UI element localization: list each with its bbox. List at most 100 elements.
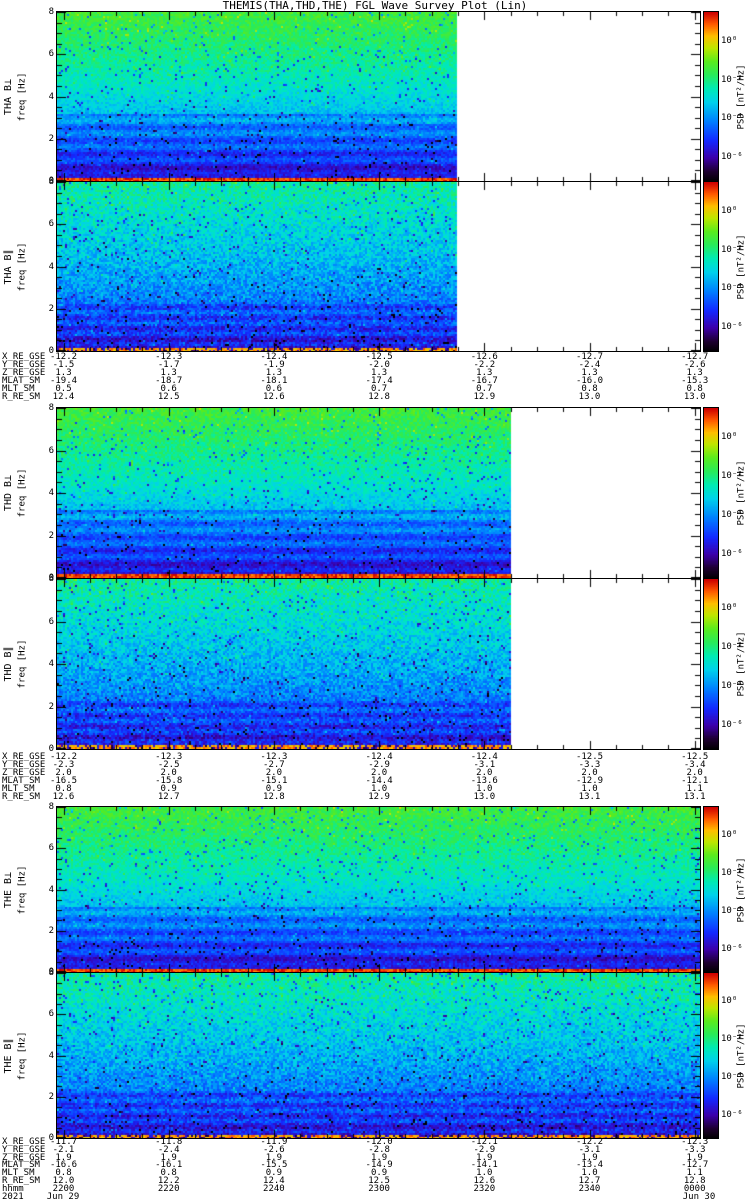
ephemeris-value: 0.8	[55, 784, 72, 794]
ephemeris-value: 0.9	[160, 784, 177, 794]
ephemeris-row: Y_RE_GSE -2.1 -2.4 -2.6 -2.8 -2.9 -3.1 -3.3	[0, 1144, 750, 1155]
panel-label-thd-bpar: THD B∥	[3, 646, 14, 682]
ephemeris-value: -3.1	[578, 1144, 601, 1155]
ephemeris-value: -2.7	[263, 760, 285, 770]
colorbar-tha-bperp	[703, 11, 719, 182]
ephemeris-value: -15.3	[681, 376, 709, 386]
ephemeris-value: 0.5	[55, 384, 72, 394]
ephemeris-value: 2.0	[160, 768, 177, 778]
ephemeris-value: -12.2	[49, 752, 78, 762]
ephemeris-value: 0.8	[686, 384, 703, 394]
ephemeris-value: -2.6	[683, 360, 706, 370]
spectrogram-thd-bpar	[56, 578, 701, 750]
freq-tick-label: 8	[48, 177, 54, 187]
ephemeris-value: -2.3	[52, 760, 75, 770]
ephemeris-value: 1.3	[55, 368, 72, 378]
ephemeris-value: 12.2	[157, 1176, 180, 1186]
ephemeris-value: -12.1	[681, 776, 709, 786]
ephemeris-value: 12.6	[263, 392, 285, 402]
ephemeris-row-label: X_RE_GSE	[2, 352, 46, 362]
colorbar-thd-bperp	[703, 407, 719, 579]
ephemeris-value: 0.8	[581, 384, 598, 394]
time-tick-label: 2240	[263, 1183, 285, 1194]
end-date-label: Jun 30	[682, 1191, 716, 1200]
freq-axis-label: freq [Hz]	[17, 865, 28, 914]
year-label: 2021	[2, 1191, 24, 1200]
ephemeris-value: -12.4	[365, 752, 393, 762]
ephemeris-row: MLT_SM 0.5 0.6 0.6 0.7 0.7 0.8 0.8	[0, 384, 750, 394]
ephemeris-value: -12.0	[365, 1137, 393, 1147]
ephemeris-value: -1.7	[157, 360, 180, 370]
freq-axis-label: freq [Hz]	[17, 639, 28, 689]
ephemeris-value: 0.6	[265, 384, 283, 394]
ephemeris-row: R_RE_SM 12.4 12.5 12.6 12.8 12.9 13.0 13.0	[0, 392, 750, 402]
time-axis-label: hhmm	[2, 1183, 24, 1194]
freq-tick-label: 8	[48, 574, 54, 584]
freq-tick-label: 4	[48, 261, 54, 272]
colorbar-tick-label: 10⁻⁶	[721, 943, 743, 954]
ephemeris-row-label: Z_RE_GSE	[2, 368, 46, 378]
panel-label-the-bpar: THE B∥	[3, 1037, 14, 1074]
ephemeris-value: 1.1	[686, 784, 703, 794]
colorbar-tick-label: 10⁰	[721, 431, 738, 442]
ephemeris-row-label: R_RE_SM	[2, 1176, 40, 1186]
ephemeris-value: 13.0	[473, 792, 496, 802]
colorbar-the-bperp	[703, 806, 719, 973]
ephemeris-value: 0.7	[476, 384, 493, 394]
ephemeris-row: X_RE_GSE -12.2 -12.3 -12.3 -12.4 -12.4 -12.5 -1…	[0, 752, 750, 762]
colorbar-tick-label: 10⁻⁴	[721, 113, 743, 124]
ephemeris-value: -13.6	[470, 776, 498, 786]
spectrogram-tha-bpar	[56, 181, 701, 352]
ephemeris-value: -16.7	[470, 376, 498, 386]
ephemeris-value: -12.9	[575, 776, 604, 786]
ephemeris-value: -16.5	[49, 776, 78, 786]
ephemeris-row-label: X_RE_GSE	[2, 1137, 46, 1147]
ephemeris-value: 1.9	[686, 1152, 703, 1163]
ephemeris-value: 1.3	[686, 368, 703, 378]
spectrogram-thd-bperp	[56, 407, 701, 579]
ephemeris-row: X_RE_GSE -12.2 -12.3 -12.4 -12.5 -12.6 -12.7 -1…	[0, 352, 750, 362]
ephemeris-value: -12.7	[575, 352, 604, 362]
date-row: 2021 Jun 29 Jun 30	[0, 1191, 750, 1200]
ephemeris-value: -16.0	[575, 376, 604, 386]
ephemeris-value: 12.4	[52, 392, 75, 402]
ephemeris-row: MLT_SM 0.8 0.9 0.9 1.0 1.0 1.0 1.1	[0, 784, 750, 794]
colorbar-tick-label: 10⁻⁶	[721, 720, 743, 731]
ephemeris-value: -16.6	[49, 1160, 78, 1171]
colorbar-tick-label: 10⁻²	[721, 471, 743, 481]
ephemeris-value: 1.9	[265, 1152, 283, 1163]
freq-tick-label: 4	[48, 659, 54, 669]
panel-label-tha-bperp: THA B⊥	[3, 78, 14, 115]
colorbar-tick-label: 10⁰	[721, 35, 738, 46]
ephemeris-value: 1.1	[686, 1168, 703, 1179]
ephemeris-value: 13.1	[578, 792, 601, 802]
freq-tick-label: 6	[48, 445, 54, 456]
ephemeris-value: 1.9	[160, 1152, 177, 1163]
ephemeris-row-label: Y_RE_GSE	[2, 360, 46, 370]
ephemeris-value: -12.7	[681, 1160, 709, 1171]
ephemeris-value: 12.4	[263, 1176, 285, 1186]
ephemeris-value: -12.5	[365, 352, 393, 362]
freq-tick-label: 8	[48, 968, 54, 978]
panel-label-the-bperp: THE B⊥	[3, 871, 14, 908]
ephemeris-value: -12.3	[155, 352, 183, 362]
start-date-label: Jun 29	[46, 1191, 80, 1200]
colorbar-tick-label: 10⁻²	[721, 74, 743, 85]
colorbar-tick-label: 10⁰	[721, 996, 738, 1007]
ephemeris-value: 2.0	[265, 768, 283, 778]
ephemeris-value: 12.0	[52, 1176, 75, 1186]
ephemeris-value: -16.1	[155, 1160, 183, 1171]
ephemeris-value: -12.5	[575, 752, 604, 762]
ephemeris-value: 12.7	[578, 1176, 601, 1186]
ephemeris-value: 13.1	[683, 792, 706, 802]
ephemeris-value: 0.9	[370, 1168, 388, 1179]
ephemeris-value: -15.8	[155, 776, 183, 786]
ephemeris-value: 1.9	[476, 1152, 493, 1163]
ephemeris-row: R_RE_SM 12.0 12.2 12.4 12.5 12.6 12.7 12.8	[0, 1176, 750, 1186]
time-tick-label: 2300	[368, 1183, 390, 1194]
ephemeris-value: -2.8	[368, 1144, 390, 1155]
freq-tick-label: 4	[48, 488, 54, 498]
colorbar-tick-label: 10⁻⁶	[721, 549, 743, 560]
ephemeris-value: -2.4	[157, 1144, 180, 1155]
